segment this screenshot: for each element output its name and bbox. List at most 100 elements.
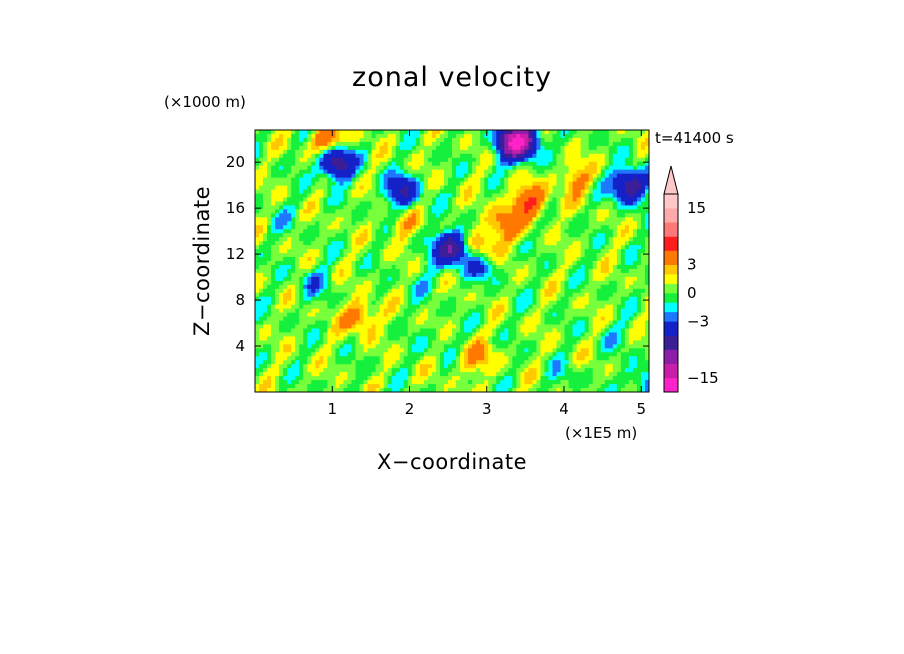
field-cell [283, 312, 288, 317]
field-cell [363, 173, 368, 178]
field-cell [335, 221, 340, 226]
field-cell [540, 197, 545, 202]
field-cell [279, 221, 284, 226]
field-cell [484, 169, 489, 175]
field-cell [323, 221, 328, 226]
field-cell [315, 217, 320, 222]
field-cell [395, 272, 401, 278]
field-cell [612, 320, 618, 325]
field-cell [387, 165, 393, 171]
field-cell [512, 253, 517, 258]
field-cell [259, 137, 264, 143]
field-cell [520, 245, 525, 250]
field-cell [484, 233, 489, 238]
field-cell [460, 312, 465, 317]
field-cell [644, 221, 650, 226]
field-cell [415, 205, 421, 210]
chart-title: zonal velocity [352, 62, 552, 93]
field-cell [347, 149, 352, 155]
field-cell [460, 137, 465, 143]
field-cell [331, 153, 336, 159]
field-cell [544, 308, 549, 313]
field-cell [596, 300, 602, 306]
field-cell [271, 296, 276, 302]
field-cell [620, 253, 626, 258]
field-cell [476, 245, 481, 250]
field-cell [496, 213, 501, 218]
field-cell [351, 316, 356, 321]
field-cell [271, 209, 276, 214]
field-cell [415, 213, 421, 218]
field-cell [287, 141, 292, 147]
field-cell [407, 233, 413, 238]
field-cell [496, 253, 501, 258]
field-cell [335, 280, 340, 286]
field-cell [564, 264, 569, 270]
field-cell [259, 328, 264, 333]
field-cell [379, 272, 384, 278]
field-cell [315, 253, 320, 258]
field-cell [584, 157, 590, 163]
field-cell [572, 296, 577, 302]
field-cell [624, 288, 630, 294]
field-cell [624, 141, 630, 147]
field-cell [516, 185, 521, 190]
field-cell [484, 149, 489, 155]
field-cell [488, 229, 493, 234]
field-cell [524, 245, 529, 250]
field-cell [379, 292, 384, 298]
field-cell [608, 165, 614, 171]
field-cell [508, 276, 513, 282]
field-cell [359, 292, 364, 298]
field-cell [287, 288, 292, 294]
field-cell [548, 276, 553, 282]
field-cell [464, 221, 469, 226]
field-cell [303, 221, 308, 226]
field-cell [544, 201, 549, 206]
field-cell [588, 328, 594, 333]
field-cell [291, 177, 296, 182]
field-cell [363, 213, 368, 218]
field-cell [636, 241, 642, 246]
field-cell [255, 181, 260, 186]
field-cell [255, 308, 260, 313]
field-cell [387, 257, 393, 262]
field-cell [604, 153, 610, 159]
field-cell [528, 261, 533, 266]
field-cell [468, 217, 473, 222]
field-cell [608, 261, 614, 266]
field-cell [460, 296, 465, 302]
field-cell [540, 153, 545, 159]
field-cell [335, 185, 340, 190]
field-cell [271, 130, 276, 135]
field-cell [644, 276, 650, 282]
field-cell [636, 213, 642, 218]
field-cell [283, 189, 288, 194]
field-cell [604, 288, 610, 294]
field-cell [456, 221, 461, 226]
field-cell [548, 264, 553, 270]
field-cell [371, 324, 376, 329]
field-cell [371, 189, 376, 194]
field-cell [524, 296, 529, 302]
field-cell [407, 300, 413, 306]
field-cell [287, 261, 292, 266]
field-cell [476, 296, 481, 302]
field-cell [548, 296, 553, 302]
field-cell [560, 213, 565, 218]
field-cell [592, 157, 598, 163]
field-cell [504, 189, 509, 194]
field-cell [536, 312, 541, 317]
field-cell [544, 249, 549, 254]
field-cell [447, 201, 453, 206]
field-cell [632, 253, 638, 258]
field-cell [427, 153, 433, 159]
field-cell [480, 209, 485, 214]
field-cell [496, 165, 501, 171]
field-cell [359, 157, 364, 163]
field-cell [596, 153, 602, 159]
field-cell [640, 245, 646, 250]
field-cell [363, 137, 368, 143]
field-cell [584, 149, 590, 155]
field-cell [283, 149, 288, 155]
